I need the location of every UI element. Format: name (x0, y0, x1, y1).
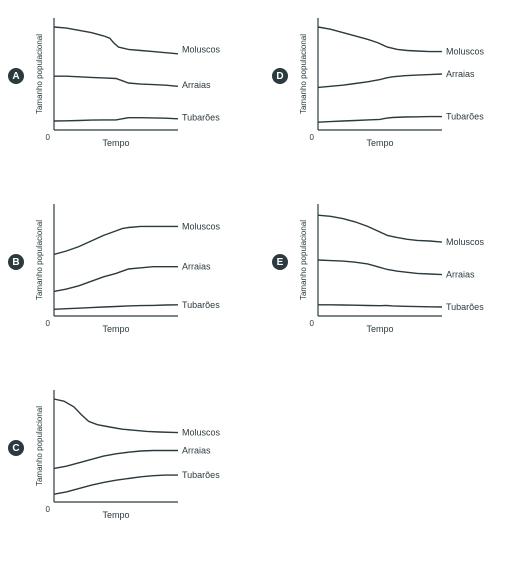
chart-svg: 0 Tempo Tamanho populacional Moluscos Arraia… (30, 198, 230, 338)
origin-label: 0 (46, 133, 51, 142)
origin-label: 0 (310, 319, 315, 328)
series-label-arraias: Arraias (446, 69, 475, 79)
series-line-moluscos (318, 27, 442, 52)
series-label-arraias: Arraias (182, 445, 211, 455)
series-label-tubarões: Tubarões (182, 470, 220, 480)
y-label: Tamanho populacional (299, 34, 308, 114)
series-label-tubarões: Tubarões (182, 300, 220, 310)
y-label: Tamanho populacional (35, 406, 44, 486)
x-label: Tempo (102, 138, 129, 148)
series-line-tubarões (318, 305, 442, 307)
chart-svg: 0 Tempo Tamanho populacional Moluscos Arraia… (30, 384, 230, 524)
x-label: Tempo (102, 324, 129, 334)
series-label-arraias: Arraias (182, 262, 211, 272)
y-label: Tamanho populacional (299, 220, 308, 300)
option-badge-b: B (8, 254, 24, 270)
origin-label: 0 (310, 133, 315, 142)
series-label-moluscos: Moluscos (182, 428, 221, 438)
series-line-moluscos (54, 27, 178, 54)
option-badge-e: E (272, 254, 288, 270)
series-line-arraias (54, 451, 178, 469)
series-line-arraias (54, 76, 178, 86)
series-label-tubarões: Tubarões (182, 113, 220, 123)
series-line-moluscos (318, 215, 442, 242)
chart-svg: 0 Tempo Tamanho populacional Moluscos Arraia… (294, 198, 494, 338)
series-line-arraias (318, 260, 442, 275)
series-label-moluscos: Moluscos (446, 47, 485, 57)
y-label: Tamanho populacional (35, 220, 44, 300)
series-line-tubarões (54, 118, 178, 121)
option-badge-d: D (272, 68, 288, 84)
page-root: A 0 Tempo Tamanho populacional Moluscos Arrai… (0, 0, 519, 561)
y-label: Tamanho populacional (35, 34, 44, 114)
origin-label: 0 (46, 505, 51, 514)
chart-panel-a: A0TempoTamanho populacionalMoluscosArrai… (30, 12, 230, 152)
x-label: Tempo (102, 510, 129, 520)
series-label-moluscos: Moluscos (446, 237, 485, 247)
series-line-moluscos (54, 399, 178, 433)
chart-panel-d: D0TempoTamanho populacionalMoluscosArrai… (294, 12, 494, 152)
series-line-tubarões (318, 117, 442, 123)
series-label-tubarões: Tubarões (446, 302, 484, 312)
option-badge-a: A (8, 68, 24, 84)
x-label: Tempo (366, 324, 393, 334)
chart-svg: 0 Tempo Tamanho populacional Moluscos Arraia… (294, 12, 494, 152)
option-badge-c: C (8, 440, 24, 456)
series-line-moluscos (54, 226, 178, 254)
chart-svg: 0 Tempo Tamanho populacional Moluscos Arraia… (30, 12, 230, 152)
origin-label: 0 (46, 319, 51, 328)
series-label-moluscos: Moluscos (182, 221, 221, 231)
chart-panel-e: E0TempoTamanho populacionalMoluscosArrai… (294, 198, 494, 338)
chart-panel-b: B0TempoTamanho populacionalMoluscosArrai… (30, 198, 230, 338)
series-label-tubarões: Tubarões (446, 112, 484, 122)
series-label-arraias: Arraias (182, 80, 211, 90)
series-line-arraias (318, 74, 442, 87)
chart-panel-c: C0TempoTamanho populacionalMoluscosArrai… (30, 384, 230, 524)
series-label-arraias: Arraias (446, 270, 475, 280)
series-line-arraias (54, 267, 178, 292)
x-label: Tempo (366, 138, 393, 148)
series-line-tubarões (54, 475, 178, 494)
series-label-moluscos: Moluscos (182, 44, 221, 54)
series-line-tubarões (54, 305, 178, 310)
